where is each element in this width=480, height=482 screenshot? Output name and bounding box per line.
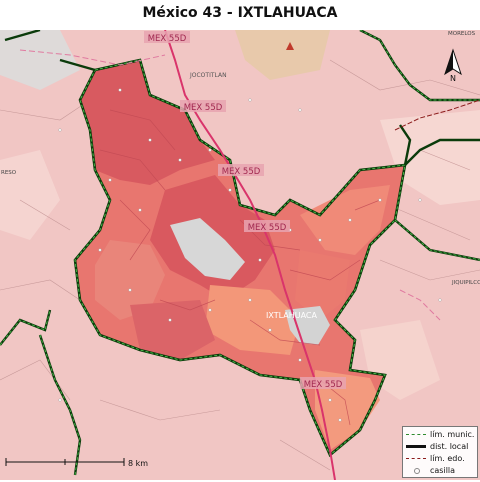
highway-label-4: MEX 55D [244,220,290,233]
highway-label-5-text: MEX 55D [304,380,343,390]
highway-label-5: MEX 55D [300,377,346,390]
legend-label-casilla: casilla [430,466,456,475]
town-label-ixtlahuaca: IXTLAHUACA [266,311,317,320]
excluded-gray-area-2 [285,306,330,345]
title-bar: México 43 - IXTLAHUACA [0,0,480,30]
north-arrow: N [438,48,468,83]
legend-item-casilla: casilla [406,465,478,476]
casilla-points [58,88,442,422]
scale-bar: 8 km [4,456,164,478]
district-mid-east-lower [295,250,350,320]
secondary-road [19,49,166,66]
excluded-gray-area-1 [170,218,245,280]
other-district-boundary-dashes [0,30,480,476]
background-section-lines [0,59,480,471]
section-lines [99,109,381,426]
legend-swatch-municipal [406,434,426,435]
district-light-east [300,185,390,255]
legend-label-state: lím. edo. [430,454,465,463]
legend-swatch-casilla [414,468,420,474]
map-canvas: MEX 55D MEX 55D MEX 55D MEX 55D MEX 55D … [0,30,480,480]
urban-area-northwest [0,30,80,90]
scale-label: 8 km [128,459,148,468]
highway-label-4-text: MEX 55D [248,223,287,233]
highway-label-2-text: MEX 55D [184,103,223,113]
urban-area-northeast [235,30,330,80]
legend-label-local-district: dist. local [430,442,469,451]
legend: lím. munic. dist. local lím. edo. casill… [402,426,478,478]
light-area-west [0,150,60,240]
district-light-sw [95,240,165,320]
north-arrow-label: N [450,74,456,82]
town-label-jocotitlan: JOCOTITLAN [189,72,227,79]
district-orange-se [315,370,380,450]
highway-label-3-text: MEX 55D [222,167,261,177]
edge-label-morelos: MORELOS [448,31,476,37]
state-boundary [394,99,480,131]
highway-label-3: MEX 55D [218,164,264,177]
highway-label-1-text: MEX 55D [148,34,187,44]
edge-label-reso: RESO [1,170,17,176]
highway-label-1: MEX 55D [144,31,190,44]
map-title: México 43 - IXTLAHUACA [142,5,338,21]
legend-swatch-local-district [406,445,426,448]
district-boundary-dash [74,59,406,456]
legend-item-local-district: dist. local [406,441,478,452]
edge-label-jiquipilco: JIQUIPILCO [451,280,480,286]
district-43 [73,58,407,458]
secondary-road-east [399,289,441,321]
landmark-marker [286,42,294,50]
district-dark-south [130,300,215,360]
highway-label-2: MEX 55D [180,100,226,113]
legend-item-municipal: lím. munic. [406,429,478,440]
legend-item-state: lím. edo. [406,453,478,464]
legend-swatch-state [406,458,426,459]
legend-label-municipal: lím. munic. [430,430,475,439]
